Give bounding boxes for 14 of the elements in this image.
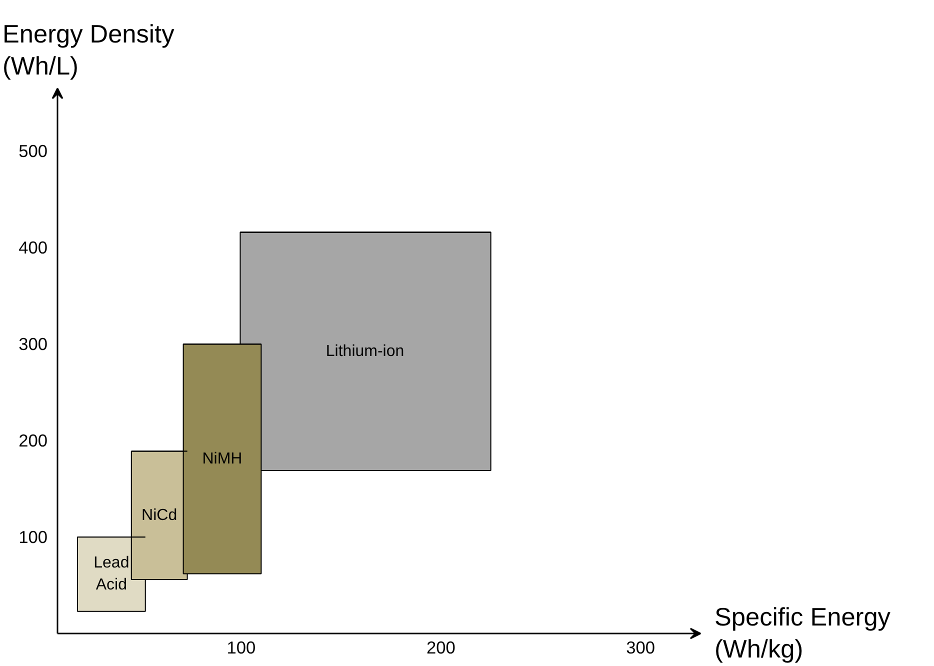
x-tick-label: 100 (226, 638, 256, 658)
series-label: Lead Acid (94, 554, 130, 594)
series-label: Lithium-ion (326, 342, 404, 360)
y-tick-label: 400 (18, 238, 48, 258)
x-tick-label: 300 (626, 638, 656, 658)
x-tick-label: 200 (426, 638, 456, 658)
x-axis-title: Specific Energy (Wh/kg) (714, 603, 891, 664)
y-axis-title: Energy Density (Wh/L) (2, 20, 175, 80)
y-tick-label: 300 (18, 334, 48, 354)
series-label: NiCd (142, 506, 178, 524)
y-tick-label: 200 (18, 430, 48, 451)
y-tick-label: 500 (18, 141, 48, 162)
series-label: NiMH (202, 450, 242, 468)
y-tick-label: 100 (18, 527, 48, 548)
